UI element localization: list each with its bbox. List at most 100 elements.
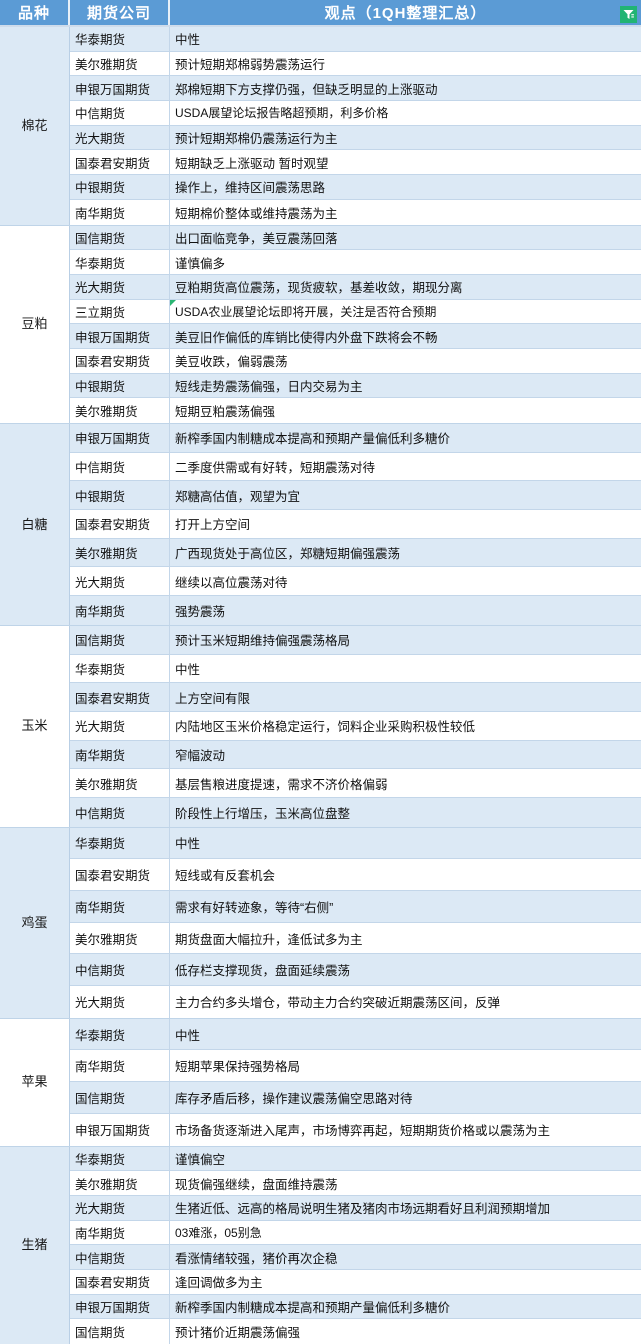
- table-row[interactable]: 美尔雅期货 基层售粮进度提速，需求不济价格偏弱: [70, 769, 641, 798]
- column-header-species[interactable]: 品种: [0, 0, 70, 25]
- company-cell[interactable]: 华泰期货: [70, 27, 170, 51]
- view-cell[interactable]: 豆粕期货高位震荡，现货疲软，基差收敛，期现分离: [175, 281, 463, 296]
- table-row[interactable]: 国泰君安期货 上方空间有限: [70, 683, 641, 712]
- species-cell[interactable]: 豆粕: [0, 225, 70, 423]
- filter-icon[interactable]: [620, 6, 637, 23]
- view-cell[interactable]: 预计短期郑棉弱势震荡运行: [175, 58, 326, 73]
- species-cell[interactable]: 苹果: [0, 1018, 70, 1146]
- table-row[interactable]: 国泰君安期货 打开上方空间: [70, 510, 641, 539]
- company-cell[interactable]: 光大期货: [70, 274, 170, 299]
- view-cell[interactable]: 中性: [175, 662, 201, 677]
- table-row[interactable]: 华泰期货 中性: [70, 1018, 641, 1051]
- view-cell[interactable]: 郑棉短期下方支撑仍强，但缺乏明显的上涨驱动: [175, 82, 438, 97]
- species-cell[interactable]: 生猪: [0, 1146, 70, 1344]
- company-cell[interactable]: 南华期货: [70, 891, 170, 922]
- company-cell[interactable]: 中信期货: [70, 954, 170, 986]
- company-cell[interactable]: 申银万国期货: [70, 424, 170, 452]
- view-cell[interactable]: 二季度供需或有好转，短期震荡对待: [175, 461, 376, 476]
- table-row[interactable]: 南华期货 需求有好转迹象，等待“右侧”: [70, 891, 641, 923]
- view-cell[interactable]: 短期缺乏上涨驱动 暂时观望: [175, 156, 329, 171]
- table-row[interactable]: 华泰期货 谨慎偏多: [70, 250, 641, 275]
- table-row[interactable]: 光大期货 继续以高位震荡对待: [70, 567, 641, 597]
- company-cell[interactable]: 国泰君安期货: [70, 348, 170, 373]
- table-row[interactable]: 美尔雅期货 现货偏强继续，盘面维持震荡: [70, 1171, 641, 1196]
- table-row[interactable]: 南华期货 短期苹果保持强势格局: [70, 1050, 641, 1083]
- company-cell[interactable]: 美尔雅期货: [70, 398, 170, 423]
- company-cell[interactable]: 国泰君安期货: [70, 683, 170, 711]
- view-cell[interactable]: 逢回调做多为主: [175, 1276, 263, 1291]
- table-row[interactable]: 申银万国期货 美豆旧作偏低的库销比使得内外盘下跌将会不畅: [70, 324, 641, 349]
- view-cell[interactable]: 谨慎偏空: [175, 1152, 226, 1167]
- table-row[interactable]: 南华期货 短期棉价整体或维持震荡为主: [70, 199, 641, 225]
- view-cell[interactable]: USDA农业展望论坛即将开展，关注是否符合预期: [170, 299, 641, 324]
- company-cell[interactable]: 国泰君安期货: [70, 859, 170, 890]
- company-cell[interactable]: 美尔雅期货: [70, 922, 170, 954]
- view-cell[interactable]: 现货偏强继续，盘面维持震荡: [175, 1177, 338, 1192]
- company-cell[interactable]: 南华期货: [70, 199, 170, 225]
- company-cell[interactable]: 华泰期货: [70, 827, 170, 859]
- view-cell[interactable]: 美豆收跌，偏弱震荡: [175, 355, 288, 370]
- view-cell[interactable]: 谨慎偏多: [175, 256, 226, 271]
- company-cell[interactable]: 中银期货: [70, 373, 170, 398]
- view-cell[interactable]: 预计玉米短期维持偏强震荡格局: [175, 634, 351, 649]
- view-cell[interactable]: 窄幅波动: [175, 748, 226, 763]
- view-cell[interactable]: 出口面临竞争，美豆震荡回落: [175, 231, 338, 246]
- company-cell[interactable]: 中银期货: [70, 481, 170, 510]
- table-row[interactable]: 国泰君安期货 逢回调做多为主: [70, 1269, 641, 1295]
- view-cell[interactable]: 中性: [175, 837, 201, 852]
- company-cell[interactable]: 申银万国期货: [70, 1113, 170, 1146]
- company-cell[interactable]: 申银万国期货: [70, 324, 170, 348]
- view-cell[interactable]: 主力合约多头增仓，带动主力合约突破近期震荡区间，反弹: [175, 996, 501, 1011]
- view-cell[interactable]: 上方空间有限: [175, 691, 251, 706]
- company-cell[interactable]: 光大期货: [70, 125, 170, 150]
- table-row[interactable]: 光大期货 主力合约多头增仓，带动主力合约突破近期震荡区间，反弹: [70, 986, 641, 1018]
- table-row[interactable]: 南华期货 03难涨，05别急: [70, 1220, 641, 1246]
- view-cell[interactable]: 打开上方空间: [175, 518, 251, 533]
- view-cell[interactable]: 阶段性上行增压，玉米高位盘整: [175, 806, 351, 821]
- company-cell[interactable]: 国信期货: [70, 225, 170, 250]
- view-cell[interactable]: 短线或有反套机会: [175, 869, 276, 884]
- view-cell[interactable]: 新榨季国内制糖成本提高和预期产量偏低利多糖价: [175, 432, 451, 447]
- company-cell[interactable]: 华泰期货: [70, 1146, 170, 1171]
- company-cell[interactable]: 南华期货: [70, 1050, 170, 1082]
- view-cell[interactable]: 需求有好转迹象，等待“右侧”: [175, 900, 334, 915]
- table-row[interactable]: 光大期货 生猪近低、远高的格局说明生猪及猪肉市场远期看好且利润预期增加: [70, 1195, 641, 1221]
- company-cell[interactable]: 光大期货: [70, 986, 170, 1018]
- view-cell[interactable]: 生猪近低、远高的格局说明生猪及猪肉市场远期看好且利润预期增加: [175, 1202, 551, 1217]
- view-cell[interactable]: 短期苹果保持强势格局: [175, 1060, 301, 1075]
- column-header-company[interactable]: 期货公司: [70, 0, 170, 25]
- company-cell[interactable]: 中信期货: [70, 797, 170, 827]
- table-row[interactable]: 光大期货 豆粕期货高位震荡，现货疲软，基差收敛，期现分离: [70, 274, 641, 300]
- company-cell[interactable]: 美尔雅期货: [70, 1171, 170, 1195]
- view-cell[interactable]: 继续以高位震荡对待: [175, 575, 288, 590]
- company-cell[interactable]: 华泰期货: [70, 654, 170, 683]
- company-cell[interactable]: 美尔雅期货: [70, 538, 170, 567]
- table-row[interactable]: 申银万国期货 新榨季国内制糖成本提高和预期产量偏低利多糖价: [70, 1294, 641, 1320]
- table-row[interactable]: 国泰君安期货 短线或有反套机会: [70, 859, 641, 891]
- table-row[interactable]: 中银期货 操作上，维持区间震荡思路: [70, 175, 641, 200]
- table-row[interactable]: 华泰期货 中性: [70, 654, 641, 684]
- table-row[interactable]: 国信期货 出口面临竞争，美豆震荡回落: [70, 225, 641, 251]
- table-row[interactable]: 华泰期货 谨慎偏空: [70, 1146, 641, 1172]
- table-row[interactable]: 美尔雅期货 短期豆粕震荡偏强: [70, 398, 641, 423]
- table-row[interactable]: 申银万国期货 市场备货逐渐进入尾声，市场博弈再起，短期期货价格或以震荡为主: [70, 1113, 641, 1146]
- table-row[interactable]: 中信期货 阶段性上行增压，玉米高位盘整: [70, 797, 641, 827]
- table-row[interactable]: 国泰君安期货 短期缺乏上涨驱动 暂时观望: [70, 150, 641, 176]
- company-cell[interactable]: 美尔雅期货: [70, 769, 170, 797]
- view-cell[interactable]: 中性: [175, 33, 201, 48]
- table-row[interactable]: 国泰君安期货 美豆收跌，偏弱震荡: [70, 348, 641, 374]
- table-row[interactable]: 华泰期货 中性: [70, 827, 641, 860]
- table-row[interactable]: 中银期货 郑糖高估值，观望为宜: [70, 481, 641, 511]
- company-cell[interactable]: 国信期货: [70, 1319, 170, 1344]
- table-row[interactable]: 光大期货 预计短期郑棉仍震荡运行为主: [70, 125, 641, 151]
- view-cell[interactable]: 预计猪价近期震荡偏强: [175, 1326, 301, 1341]
- table-row[interactable]: 国信期货 预计猪价近期震荡偏强: [70, 1319, 641, 1344]
- view-cell[interactable]: 基层售粮进度提速，需求不济价格偏弱: [175, 777, 388, 792]
- view-cell[interactable]: 郑糖高估值，观望为宜: [175, 489, 301, 504]
- view-cell[interactable]: 库存矛盾后移，操作建议震荡偏空思路对待: [175, 1091, 413, 1106]
- company-cell[interactable]: 国信期货: [70, 1082, 170, 1113]
- view-cell[interactable]: 广西现货处于高位区，郑糖短期偏强震荡: [175, 547, 401, 562]
- table-row[interactable]: 国信期货 库存矛盾后移，操作建议震荡偏空思路对待: [70, 1082, 641, 1114]
- view-cell[interactable]: 中性: [175, 1028, 201, 1043]
- company-cell[interactable]: 申银万国期货: [70, 1294, 170, 1319]
